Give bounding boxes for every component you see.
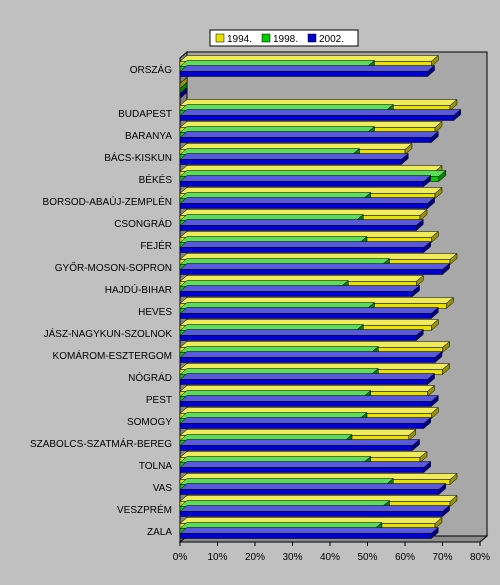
bar (179, 526, 439, 540)
category-label: BARANYA (125, 131, 172, 142)
bar (179, 174, 432, 188)
category-label: CSONGRÁD (114, 217, 172, 230)
legend-label: 2002. (319, 34, 344, 45)
x-axis: 0% 10% 20% 30% 40% 50% 60% 70% 80% (173, 541, 490, 563)
bar (179, 416, 432, 430)
bar (179, 438, 421, 452)
category-label: FEJÉR (140, 239, 172, 252)
category-label: JÁSZ-NAGYKUN-SZOLNOK (44, 327, 173, 340)
legend-label: 1994. (227, 34, 252, 45)
x-tick-label: 60% (395, 552, 415, 563)
bar (179, 350, 443, 364)
legend-swatch (215, 33, 225, 43)
category-label: VAS (153, 483, 173, 494)
legend: 1994. 1998. 2002. (209, 29, 359, 47)
category-label: PEST (146, 395, 172, 406)
bar (179, 504, 451, 518)
bar (179, 108, 462, 122)
category-label: SZABOLCS-SZATMÁR-BEREG (30, 437, 172, 450)
bars (179, 54, 462, 540)
category-label: VESZPRÉM (117, 503, 172, 516)
bar (179, 394, 439, 408)
x-tick-label: 80% (470, 552, 490, 563)
bar (179, 328, 424, 342)
bar (179, 64, 436, 78)
category-label: KOMÁROM-ESZTERGOM (53, 349, 172, 362)
legend-swatch (307, 33, 317, 43)
x-tick-label: 10% (207, 552, 227, 563)
x-tick-label: 30% (282, 552, 302, 563)
x-tick-label: 40% (320, 552, 340, 563)
bar (179, 372, 436, 386)
bar (179, 482, 447, 496)
x-tick-label: 50% (357, 552, 377, 563)
category-label: ORSZÁG (130, 63, 172, 76)
category-label: HAJDÚ-BIHAR (105, 283, 172, 296)
bar (179, 196, 436, 210)
category-label: HEVES (138, 307, 172, 318)
legend-swatch (261, 33, 271, 43)
category-label: SOMOGY (127, 417, 172, 428)
category-label: BÁCS-KISKUN (104, 151, 172, 164)
bar (179, 130, 439, 144)
category-label: BÉKÉS (139, 173, 173, 186)
bar (179, 460, 432, 474)
bar (179, 86, 188, 100)
x-tick-label: 70% (432, 552, 452, 563)
category-label: BUDAPEST (118, 109, 172, 120)
bar (179, 240, 432, 254)
legend-label: 1998. (273, 34, 298, 45)
x-tick-label: 0% (173, 552, 188, 563)
x-tick-label: 20% (245, 552, 265, 563)
bar (179, 306, 439, 320)
category-label: BORSOD-ABAÚJ-ZEMPLÉN (43, 195, 172, 208)
bar (179, 218, 424, 232)
category-labels: ORSZÁG BUDAPEST BARANYA BÁCS-KISKUN BÉKÉS BOR… (30, 63, 172, 538)
category-label: ZALA (147, 527, 172, 538)
legend-box (209, 29, 359, 47)
category-label: GYŐR-MOSON-SOPRON (55, 260, 172, 274)
bar (179, 152, 409, 166)
bar (179, 262, 451, 276)
category-label: NÓGRÁD (128, 371, 172, 384)
category-label: TOLNA (139, 461, 172, 472)
bar (179, 284, 421, 298)
